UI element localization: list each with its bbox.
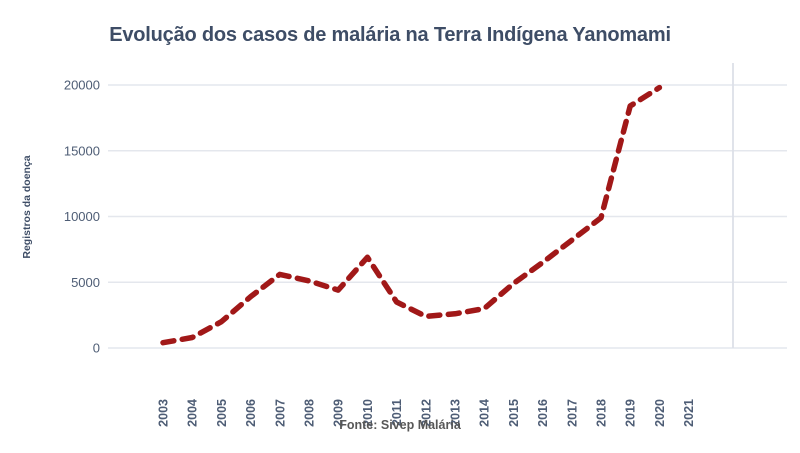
- x-tick-label: 2015: [507, 399, 521, 427]
- source-label: Fonte: Sivep Malária: [339, 418, 461, 432]
- y-tick-label: 15000: [64, 143, 100, 158]
- x-tick-label: 2006: [244, 399, 258, 427]
- x-tick-label: 2020: [653, 399, 667, 427]
- x-tick-label: 2019: [624, 399, 638, 427]
- x-tick-label: 2009: [332, 399, 346, 427]
- x-tick-label: 2007: [273, 399, 287, 427]
- y-tick-label: 20000: [64, 78, 100, 93]
- x-tick-label: 2010: [361, 399, 375, 427]
- y-tick-label: 5000: [71, 275, 100, 290]
- x-tick-label: 2017: [565, 399, 579, 427]
- x-tick-label: 2011: [390, 399, 404, 426]
- x-tick-label: 2016: [536, 399, 550, 427]
- malaria-cases-line: [160, 84, 663, 346]
- x-tick-label: 2021: [682, 399, 696, 427]
- x-tick-label: 2003: [157, 399, 171, 427]
- chart-title: Evolução dos casos de malária na Terra I…: [109, 24, 671, 46]
- x-tick-label: 2004: [186, 399, 200, 427]
- x-tick-label: 2012: [419, 399, 433, 427]
- x-tick-label: 2005: [215, 399, 229, 427]
- x-tick-label: 2013: [449, 399, 463, 427]
- y-tick-label: 0: [93, 341, 100, 356]
- x-tick-label: 2008: [303, 399, 317, 427]
- x-tick-label: 2018: [595, 399, 609, 427]
- y-tick-label: 10000: [64, 209, 100, 224]
- x-tick-label: 2014: [478, 399, 492, 427]
